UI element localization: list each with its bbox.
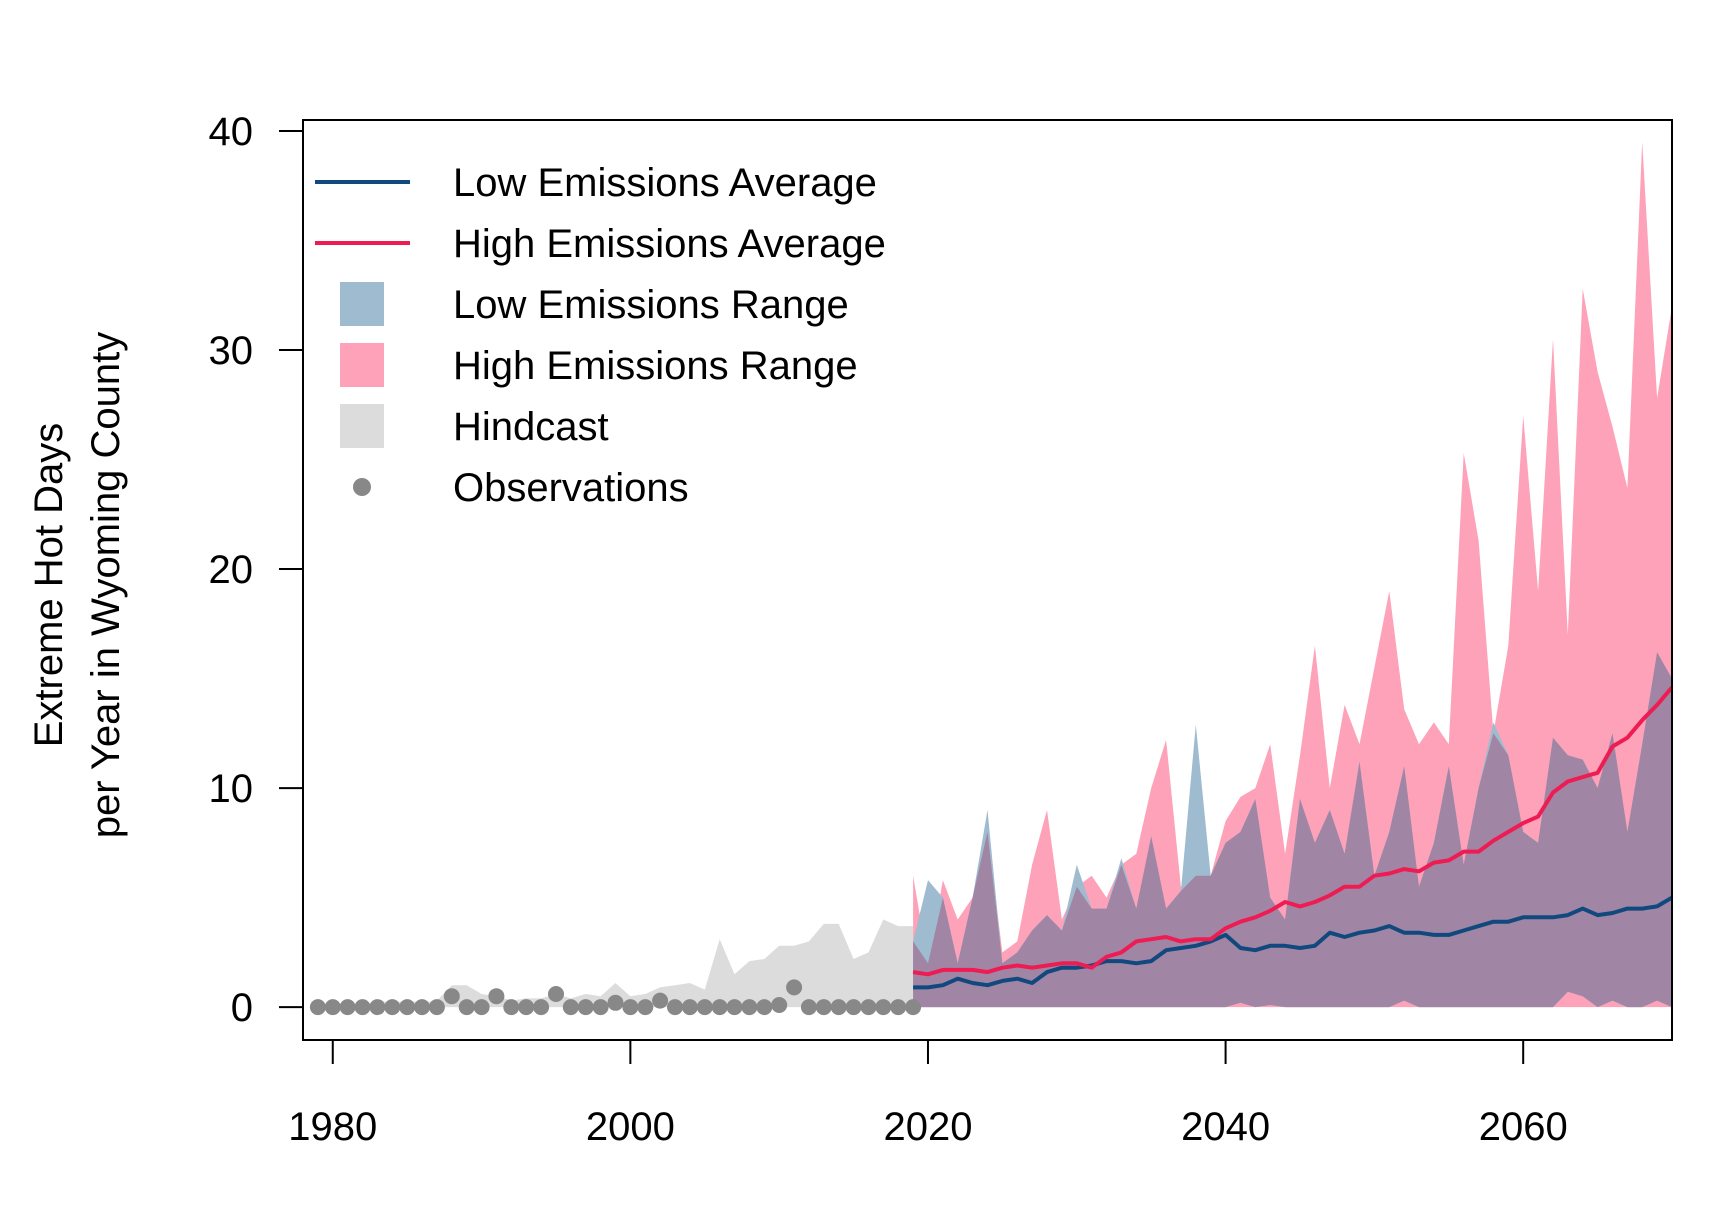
observation-point: [681, 999, 698, 1016]
observation-point: [905, 999, 922, 1016]
observation-point: [309, 999, 326, 1016]
observation-point: [622, 999, 639, 1016]
observation-point: [771, 997, 788, 1013]
legend-label: High Emissions Range: [453, 344, 858, 388]
observation-point: [860, 999, 877, 1016]
observation-point: [800, 999, 817, 1016]
observation-point: [786, 979, 803, 996]
observation-point: [696, 999, 713, 1016]
range-overlap-band: [913, 652, 1672, 1008]
y-tick-label: 0: [231, 986, 253, 1030]
y-tick-label: 40: [209, 110, 254, 154]
x-tick-label: 2040: [1181, 1105, 1270, 1149]
observation-point: [845, 999, 862, 1016]
observation-point: [815, 999, 832, 1016]
observation-point: [548, 986, 564, 1002]
legend-box-swatch: [340, 343, 384, 387]
y-tick-label: 10: [209, 767, 254, 811]
legend-box-swatch: [340, 404, 384, 448]
observation-point: [533, 999, 550, 1016]
observation-point: [503, 999, 520, 1016]
observation-point: [488, 988, 505, 1005]
x-tick-label: 2020: [883, 1105, 972, 1149]
legend: Low Emissions Average High Emissions Aver…: [315, 161, 886, 510]
legend-box-swatch: [340, 282, 384, 326]
observation-point: [637, 999, 654, 1016]
observation-point: [458, 999, 475, 1016]
observation-point: [592, 999, 609, 1016]
legend-label: Low Emissions Average: [453, 161, 877, 205]
legend-label: Low Emissions Range: [453, 283, 849, 327]
observation-point: [399, 999, 416, 1016]
observation-point: [890, 999, 907, 1016]
observation-point: [384, 999, 401, 1016]
observation-point: [652, 992, 669, 1009]
y-tick-label: 30: [209, 329, 254, 373]
observation-point: [830, 999, 847, 1016]
observation-point: [726, 999, 743, 1016]
y-tick-label: 20: [209, 548, 254, 592]
y-axis-label-line: per Year in Wyoming County: [84, 332, 128, 839]
observation-point: [577, 999, 594, 1016]
y-axis-label: Extreme Hot Days per Year in Wyoming Coun…: [27, 332, 128, 839]
observation-point: [518, 999, 535, 1016]
observation-point: [607, 994, 624, 1011]
observation-point: [756, 999, 773, 1016]
observation-point: [354, 999, 371, 1016]
low-emissions-average-line: [913, 895, 1672, 990]
legend-point-swatch: [353, 478, 371, 496]
observation-point: [369, 999, 386, 1016]
legend-label: Observations: [453, 466, 689, 510]
observation-point: [741, 999, 758, 1016]
observation-point: [875, 999, 892, 1016]
x-tick-label: 2000: [586, 1105, 675, 1149]
observation-point: [324, 999, 341, 1016]
observation-point: [428, 999, 445, 1016]
high-emissions-average-line: [912, 686, 1672, 977]
observation-point: [667, 999, 683, 1016]
x-tick-label: 1980: [288, 1105, 377, 1149]
observation-point: [443, 988, 460, 1005]
observation-point: [339, 999, 356, 1016]
hindcast-band: [317, 919, 914, 1008]
observation-point: [562, 999, 579, 1016]
legend-label: Hindcast: [453, 405, 609, 449]
legend-label: High Emissions Average: [453, 222, 886, 266]
observation-point: [711, 999, 728, 1016]
y-axis-label-line: Extreme Hot Days: [27, 423, 71, 748]
x-tick-label: 2060: [1479, 1105, 1568, 1149]
observation-point: [414, 999, 430, 1016]
plot-area: [309, 141, 1672, 1016]
observation-point: [473, 999, 490, 1016]
